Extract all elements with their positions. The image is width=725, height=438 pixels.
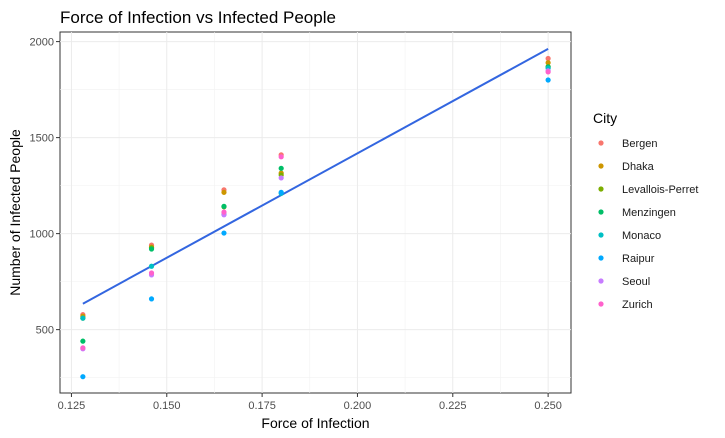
legend-label: Bergen (622, 138, 657, 150)
data-point (545, 60, 551, 66)
data-point (545, 55, 551, 62)
x-tick-label: 0.175 (248, 400, 276, 412)
y-axis-ticks: 500 1000 1500 2000 (30, 37, 60, 337)
data-point (148, 296, 155, 302)
legend-label: Zurich (622, 299, 653, 311)
data-point (221, 189, 227, 195)
y-axis-title: Number of Infected People (7, 129, 23, 296)
legend-key (598, 301, 604, 307)
data-point (148, 246, 155, 252)
points-layer (80, 55, 551, 380)
data-point (80, 315, 86, 321)
legend-label: Menzingen (622, 207, 676, 219)
x-axis-ticks: 0.125 0.150 0.175 0.200 0.225 0.250 (58, 393, 562, 412)
legend-label: Seoul (622, 276, 650, 288)
data-point (545, 77, 551, 83)
x-tick-label: 0.200 (344, 400, 372, 412)
data-point (148, 263, 155, 269)
y-tick-label: 1000 (30, 229, 54, 241)
legend-key (598, 140, 604, 146)
legend-key (598, 186, 604, 192)
y-tick-label: 2000 (30, 37, 54, 49)
chart-title: Force of Infection vs Infected People (60, 8, 336, 27)
data-point (278, 175, 284, 181)
trendline (82, 48, 549, 305)
data-point (278, 189, 284, 195)
data-point (221, 203, 227, 209)
data-point (80, 338, 86, 344)
data-point (148, 270, 155, 276)
legend-key (598, 232, 604, 238)
data-point (221, 209, 227, 215)
legend-label: Levallois-Perret (622, 184, 698, 196)
legend-key (598, 255, 604, 261)
legend-label: Monaco (622, 230, 661, 242)
y-tick-label: 500 (36, 325, 54, 337)
plot-panel (59, 31, 572, 394)
legend-key (598, 209, 604, 215)
legend-key (598, 278, 604, 284)
legend-items: Bergen Dhaka Levallois-Perret Menzingen Mona… (598, 138, 698, 311)
data-point (545, 69, 551, 75)
data-point (80, 345, 86, 351)
trendline-layer (82, 48, 549, 305)
legend-label: Dhaka (622, 161, 655, 173)
x-tick-label: 0.250 (534, 400, 562, 412)
x-tick-label: 0.225 (439, 400, 467, 412)
x-axis-title: Force of Infection (261, 415, 369, 431)
data-point (221, 230, 227, 236)
data-point (278, 165, 284, 171)
x-tick-label: 0.125 (58, 400, 86, 412)
legend-title: City (593, 110, 617, 126)
y-tick-label: 1500 (30, 133, 54, 145)
legend-key (598, 163, 604, 169)
legend: City Bergen Dhaka Levallois-Perret Menzinge… (593, 110, 698, 311)
data-point (278, 154, 284, 160)
data-point (80, 374, 86, 380)
legend-label: Raipur (622, 253, 655, 265)
grid-lines (60, 32, 571, 393)
x-tick-label: 0.150 (153, 400, 181, 412)
